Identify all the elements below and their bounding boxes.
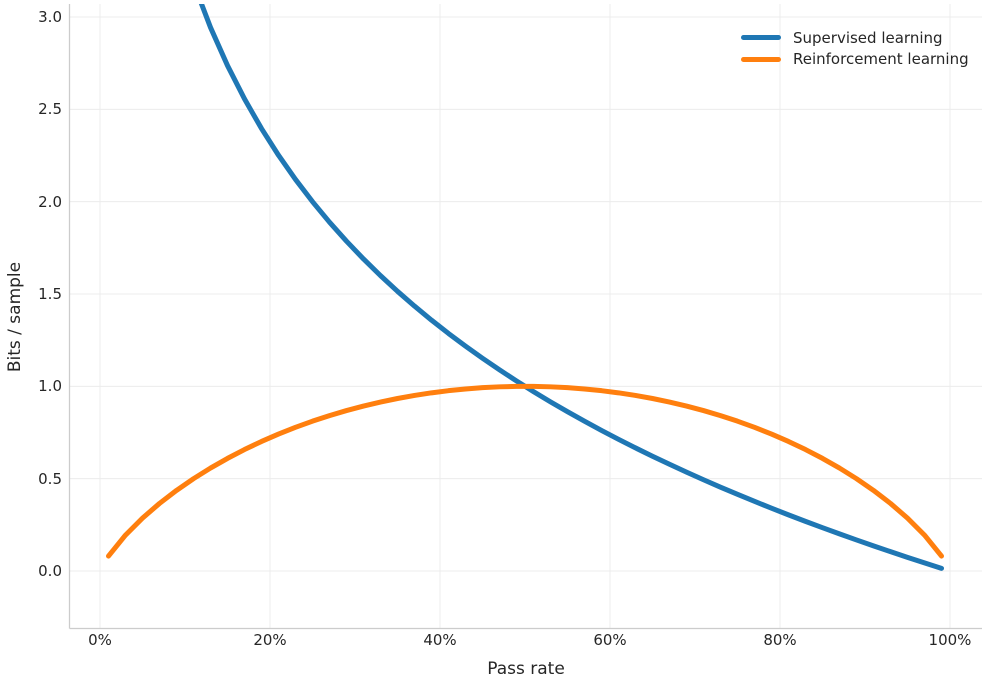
legend-item-reinforcement: Reinforcement learning [741,49,969,71]
legend-item-supervised: Supervised learning [741,27,969,49]
legend: Supervised learning Reinforcement learni… [741,27,969,70]
y-axis-label: Bits / sample [5,261,25,373]
series-line-reinforcement-learning [106,383,944,559]
x-axis-label: Pass rate [487,659,565,679]
supervised-line-swatch [741,35,781,41]
legend-label: Reinforcement learning [793,50,969,69]
reinforcement-line-swatch [741,56,781,62]
legend-label: Supervised learning [793,28,943,47]
series-line-supervised-learning [198,4,944,571]
